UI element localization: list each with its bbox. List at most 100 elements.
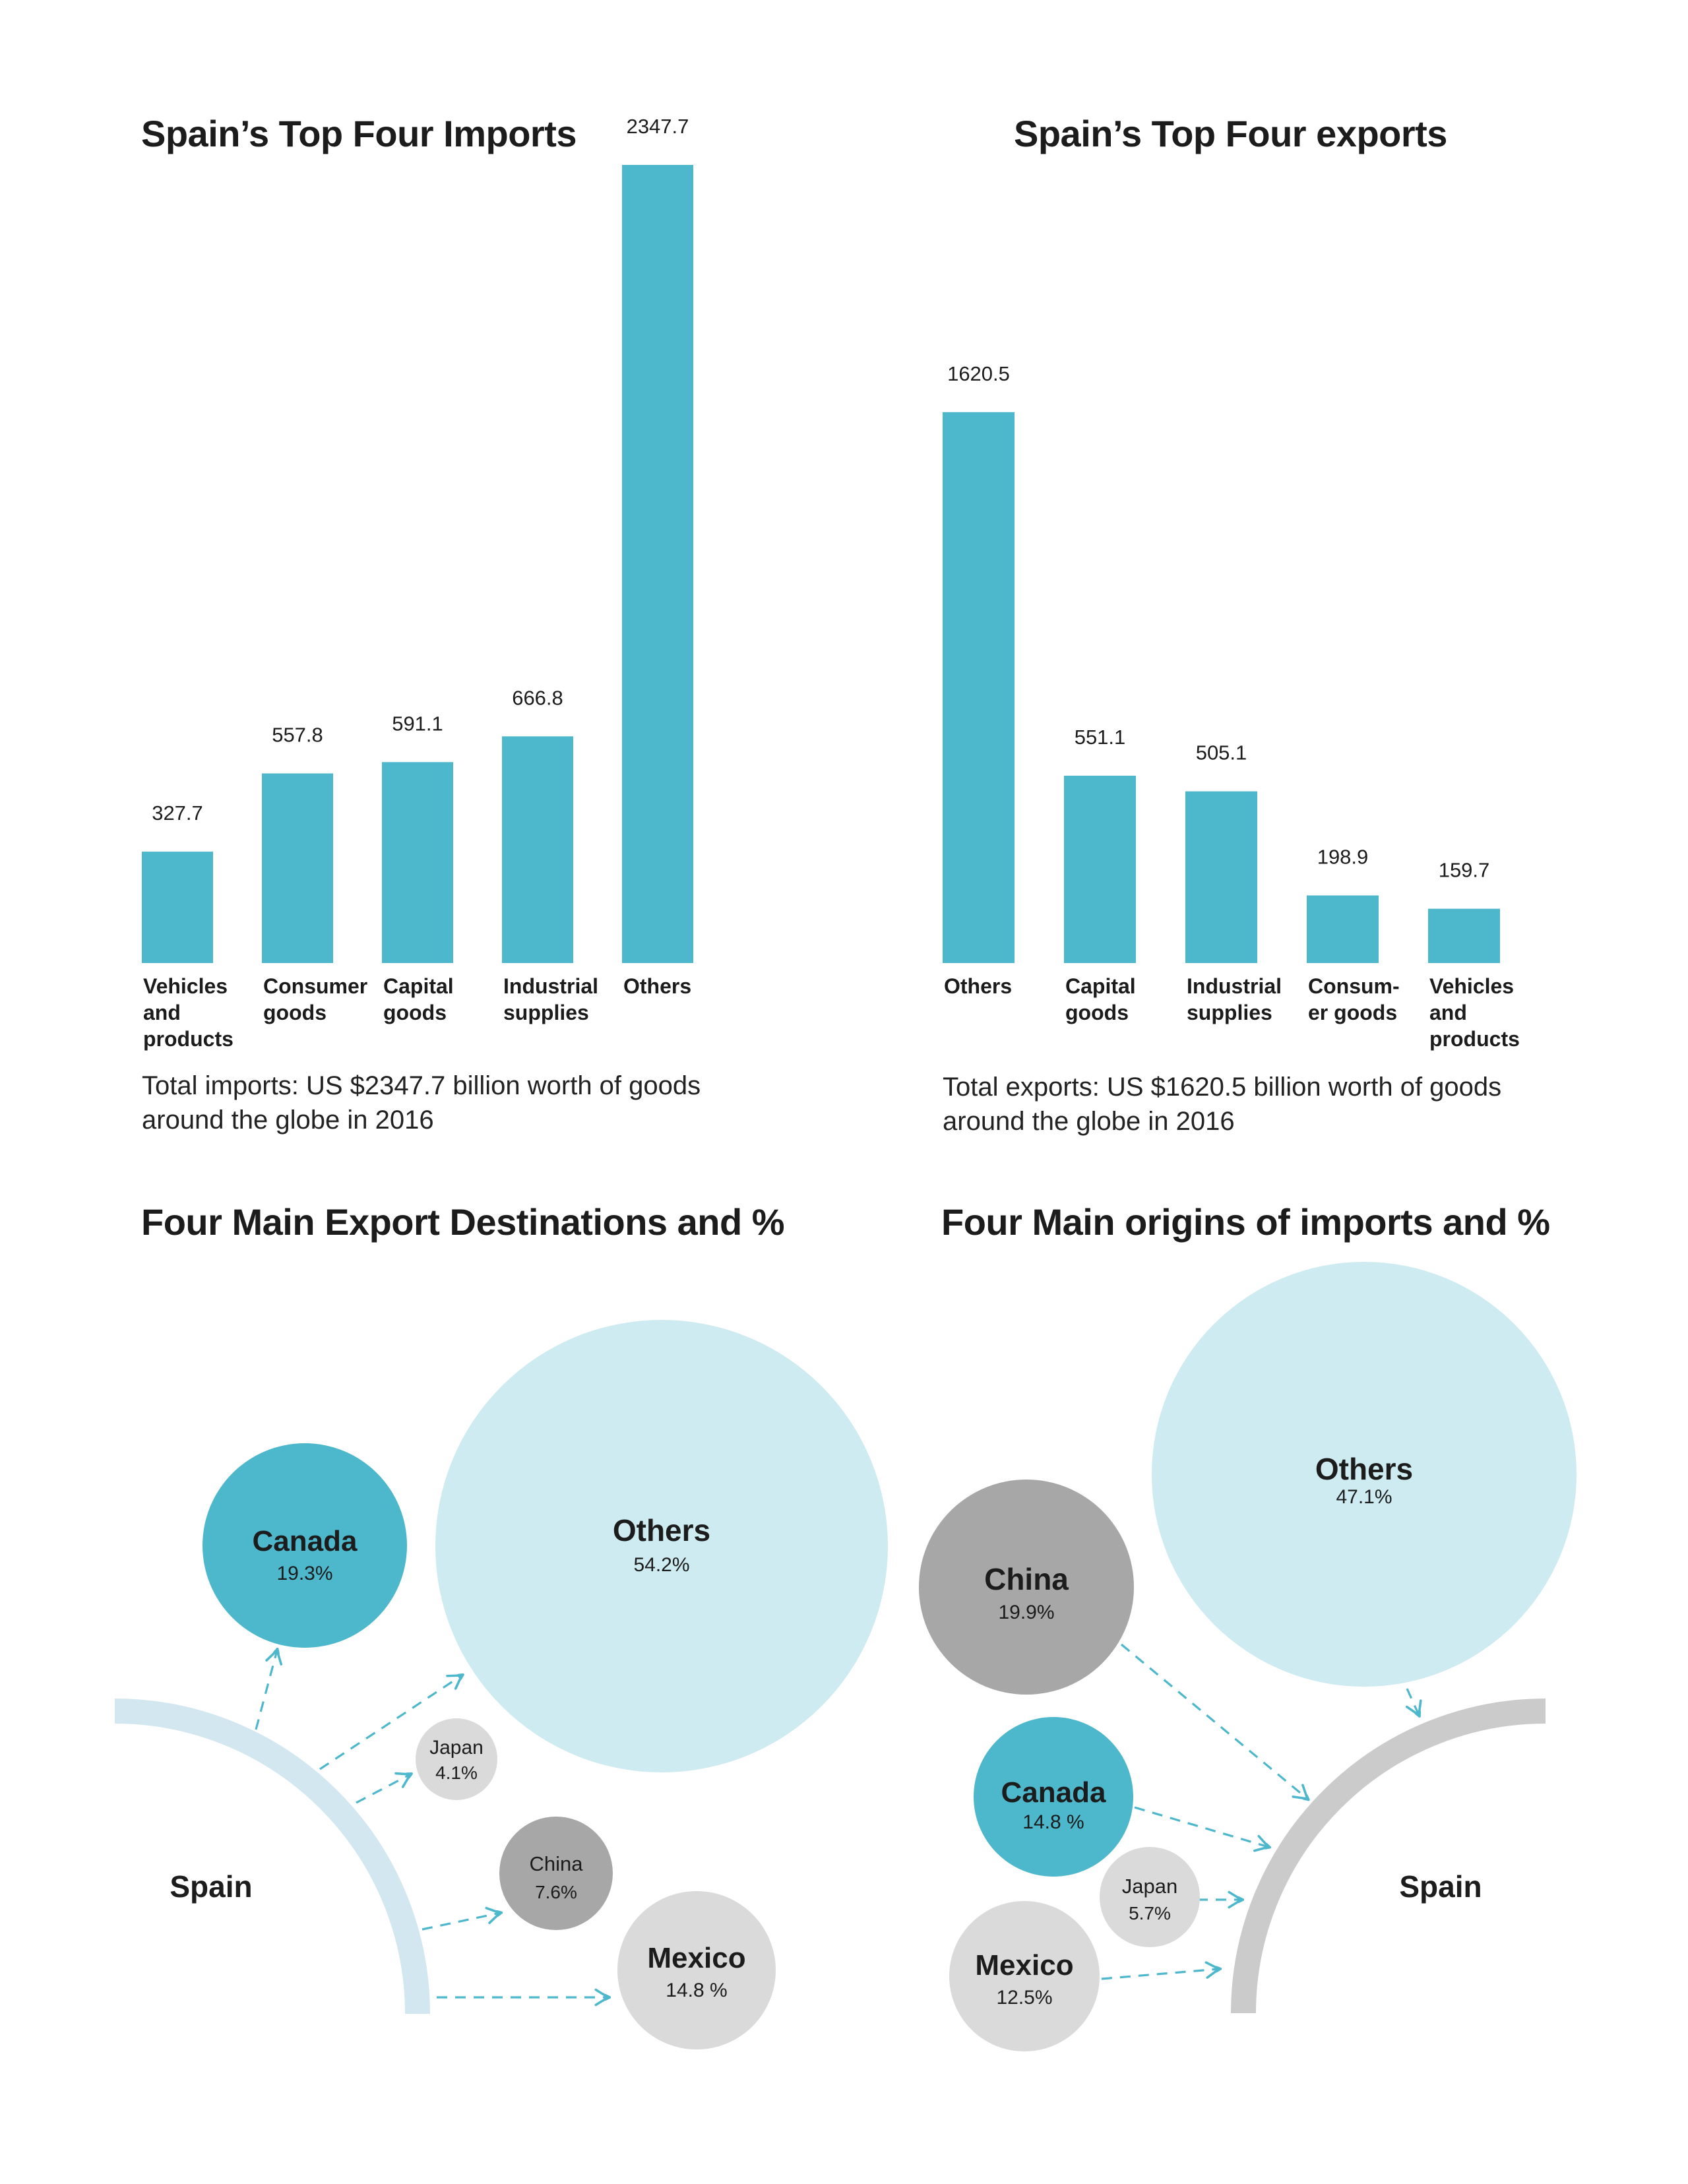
arrow-head <box>1406 1699 1422 1718</box>
imports-bars: 327.7 Vehicles and products 557.8 Consumer goo… <box>142 115 693 1051</box>
bar-vehicles-and-products <box>142 852 213 963</box>
category-label: supplies <box>503 1001 589 1024</box>
bubble-others <box>435 1320 888 1772</box>
category-label: Industrial <box>503 974 598 998</box>
exports-bars: 1620.5 Others 551.1 Capital goods 505.1 Indust… <box>943 362 1520 1051</box>
category-label: products <box>1429 1027 1520 1051</box>
spain-export-arc <box>114 1699 430 2014</box>
bubble-percent: 19.9% <box>998 1602 1054 1623</box>
bubble-percent: 54.2% <box>633 1554 689 1576</box>
bubble-others <box>1152 1262 1577 1687</box>
exports-chart-title: Spain’s Top Four exports <box>1014 113 1447 154</box>
bar-vehicles-and-products <box>1428 908 1500 963</box>
bubble-name: Mexico <box>975 1949 1073 1981</box>
bar-consumer-goods <box>1307 895 1379 963</box>
arrow-head <box>394 1772 413 1788</box>
destination-bubbles: Canada 19.3% Others 54.2% Japan 4.1% China 7.6%… <box>203 1320 888 2049</box>
category-label: Capital <box>1065 974 1136 998</box>
spain-import-arc <box>1231 1699 1546 2014</box>
bubble-name: Japan <box>429 1737 484 1759</box>
arrow-head <box>265 1648 283 1666</box>
bubble-name: China <box>530 1852 584 1875</box>
bar-value-label: 557.8 <box>272 724 323 747</box>
flow-arrow <box>1101 1969 1219 1980</box>
bubble-japan <box>1100 1847 1200 1947</box>
destinations-chart-title: Four Main Export Destinations and % <box>141 1201 785 1243</box>
arrow-head <box>1228 1890 1244 1909</box>
arrow-head <box>446 1674 464 1690</box>
bubble-mexico <box>617 1891 776 2049</box>
exports-note-line-1: Total exports: US $1620.5 billion worth … <box>943 1073 1502 1102</box>
origins-chart-title: Four Main origins of imports and % <box>941 1201 1550 1243</box>
bubble-name: Others <box>613 1513 710 1547</box>
bubble-percent: 7.6% <box>535 1882 577 1902</box>
arrow-head <box>1253 1834 1271 1852</box>
category-label: goods <box>383 1001 447 1024</box>
bar-value-label: 551.1 <box>1075 726 1126 749</box>
bubble-name: Others <box>1315 1452 1413 1486</box>
bubble-name: Mexico <box>647 1942 745 1974</box>
bar-consumer-goods <box>262 773 333 963</box>
arrow-head <box>485 1906 503 1924</box>
category-label: Vehicles <box>1429 974 1514 998</box>
category-label: er goods <box>1308 1001 1397 1024</box>
bubble-percent: 14.8 % <box>666 1980 727 2001</box>
bar-others <box>943 412 1015 963</box>
origin-arrows <box>1101 1643 1422 1980</box>
imports-total-note: Total imports: US $2347.7 billion worth … <box>142 1069 701 1137</box>
flow-arrow <box>422 1913 500 1931</box>
bubble-name: Canada <box>253 1525 358 1557</box>
spain-export-label: Spain <box>170 1869 252 1904</box>
bar-industrial-supplies <box>502 736 573 963</box>
category-label: Industrial <box>1187 974 1282 998</box>
bubble-name: Japan <box>1122 1875 1177 1898</box>
category-label: Consum- <box>1308 974 1400 998</box>
arrow-head <box>594 1988 611 2007</box>
category-label: and <box>1429 1001 1467 1024</box>
bar-value-label: 1620.5 <box>947 362 1010 385</box>
flow-arrow <box>319 1675 462 1770</box>
bubble-canada <box>974 1717 1133 1877</box>
bar-value-label: 198.9 <box>1317 845 1369 868</box>
bubble-mexico <box>949 1901 1100 2051</box>
category-label: Capital <box>383 974 454 998</box>
flow-arrow <box>356 1774 410 1804</box>
exports-total-note: Total exports: US $1620.5 billion worth … <box>943 1070 1501 1139</box>
bar-industrial-supplies <box>1185 791 1257 963</box>
category-label: and <box>143 1001 181 1024</box>
arrow-head <box>1292 1784 1309 1801</box>
bubble-china <box>499 1817 613 1930</box>
bar-others <box>622 165 693 963</box>
bar-value-label: 327.7 <box>152 801 203 825</box>
category-label: Others <box>944 974 1012 998</box>
bubble-japan <box>416 1718 497 1800</box>
bar-value-label: 591.1 <box>392 712 443 735</box>
bubble-percent: 19.3% <box>276 1563 332 1584</box>
bar-value-label: 505.1 <box>1196 741 1247 764</box>
spain-import-label: Spain <box>1399 1869 1482 1904</box>
bar-capital-goods <box>1064 775 1136 963</box>
bubble-name: China <box>984 1562 1069 1596</box>
bar-value-label: 2347.7 <box>627 115 689 138</box>
flow-arrow <box>1406 1688 1419 1715</box>
category-label: supplies <box>1187 1001 1272 1024</box>
bubble-percent: 4.1% <box>435 1763 478 1783</box>
category-label: goods <box>263 1001 327 1024</box>
flow-arrow <box>255 1650 277 1730</box>
category-label: Consumer <box>263 974 367 998</box>
bubble-name: Canada <box>1001 1776 1106 1809</box>
bubble-canada <box>203 1443 407 1648</box>
bar-value-label: 666.8 <box>512 686 563 709</box>
bubble-percent: 14.8 % <box>1022 1811 1084 1833</box>
destination-arrows <box>255 1648 611 2007</box>
flow-arrow <box>1120 1643 1307 1799</box>
bubble-percent: 47.1% <box>1336 1486 1392 1508</box>
bubble-china <box>919 1480 1134 1695</box>
imports-chart-title: Spain’s Top Four Imports <box>141 113 577 154</box>
category-label: Vehicles <box>143 974 228 998</box>
